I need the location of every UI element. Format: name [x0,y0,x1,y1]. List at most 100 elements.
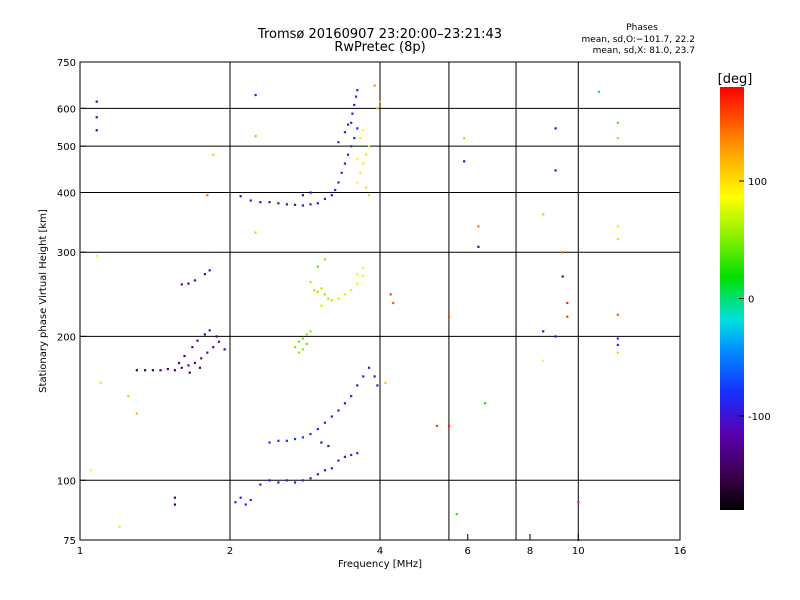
data-point [297,340,301,343]
data-point [301,194,305,197]
x-tick-label: 8 [527,546,533,557]
data-point [212,346,215,349]
data-point [597,90,601,93]
data-point [323,258,327,261]
y-tick-label: 600 [57,104,76,115]
data-point [293,346,297,349]
chart-subtitle: RwPretec (8p) [334,40,425,55]
data-point [187,282,190,285]
data-point [337,181,340,184]
data-point [309,280,312,284]
data-point [616,137,619,140]
x-tick-label: 6 [465,546,471,557]
data-point [343,131,347,134]
data-point [187,364,190,367]
data-point [198,366,202,369]
data-point [323,469,327,472]
data-point [463,160,466,163]
data-point [234,501,237,504]
data-point [346,153,350,156]
data-point [554,335,557,338]
data-point [208,329,211,332]
data-point [268,201,271,204]
chart-title: Tromsø 20160907 23:20:00–23:21:43 [257,27,502,42]
data-point [616,121,619,124]
data-point [95,100,98,103]
data-point [435,424,438,428]
data-point [350,145,353,148]
data-point [356,181,359,184]
data-point [566,315,569,318]
stats-title: Phases [626,23,658,33]
y-tick-label: 75 [63,536,76,547]
data-point [293,203,297,206]
data-point [316,290,319,293]
data-point [223,348,226,351]
x-axis-label: Frequency [MHz] [338,559,422,570]
data-point [616,237,619,241]
data-point [376,107,379,110]
y-tick-label: 750 [57,58,76,69]
data-point [323,421,327,424]
data-point [166,367,169,371]
data-point [447,315,451,318]
data-point [365,153,368,156]
data-point [367,194,371,197]
data-point [330,194,333,197]
data-point [309,203,312,206]
data-point [320,304,323,307]
data-point [95,254,98,257]
data-point [542,330,545,333]
data-point [268,479,271,482]
data-point [477,225,480,228]
y-tick-label: 400 [57,188,76,199]
data-point [356,452,359,455]
data-point [477,245,480,248]
data-point [379,100,382,103]
data-point [367,145,371,148]
data-point [463,137,466,140]
data-point [330,415,333,418]
data-point [277,202,280,205]
data-point [356,273,359,276]
data-point [95,129,98,132]
data-point [180,366,183,369]
data-point [316,428,319,431]
data-point [359,137,362,140]
data-point [561,251,564,254]
data-point [356,127,359,130]
data-point [259,201,262,204]
data-point [191,346,194,349]
data-point [350,395,353,398]
colorbar-tick-label: -100 [748,412,771,423]
data-point [208,269,211,272]
colorbar-tick-label: 100 [748,177,767,188]
data-point [239,195,242,198]
data-point [173,503,177,506]
data-point [217,340,221,343]
data-point [554,127,557,130]
data-point [118,525,121,528]
x-tick-label: 10 [572,546,585,557]
data-point [301,204,305,207]
data-point [362,375,365,378]
data-point [173,369,177,372]
colorbar-ticks: 100 0 -100 [739,177,771,423]
data-point [212,153,215,156]
data-point [203,333,206,336]
data-point [353,103,356,107]
colorbar-label: [deg] [718,72,753,87]
colorbar-tick-label: 0 [748,295,754,306]
data-point [353,137,356,140]
data-point [254,135,257,138]
data-point [173,496,177,499]
data-point [577,501,580,504]
data-point [351,112,354,115]
data-point [616,313,619,316]
data-point [365,186,368,189]
data-point [561,275,564,278]
data-point [389,293,392,296]
data-point [337,459,340,462]
x-tick-label: 2 [227,546,233,557]
data-point [309,330,312,333]
